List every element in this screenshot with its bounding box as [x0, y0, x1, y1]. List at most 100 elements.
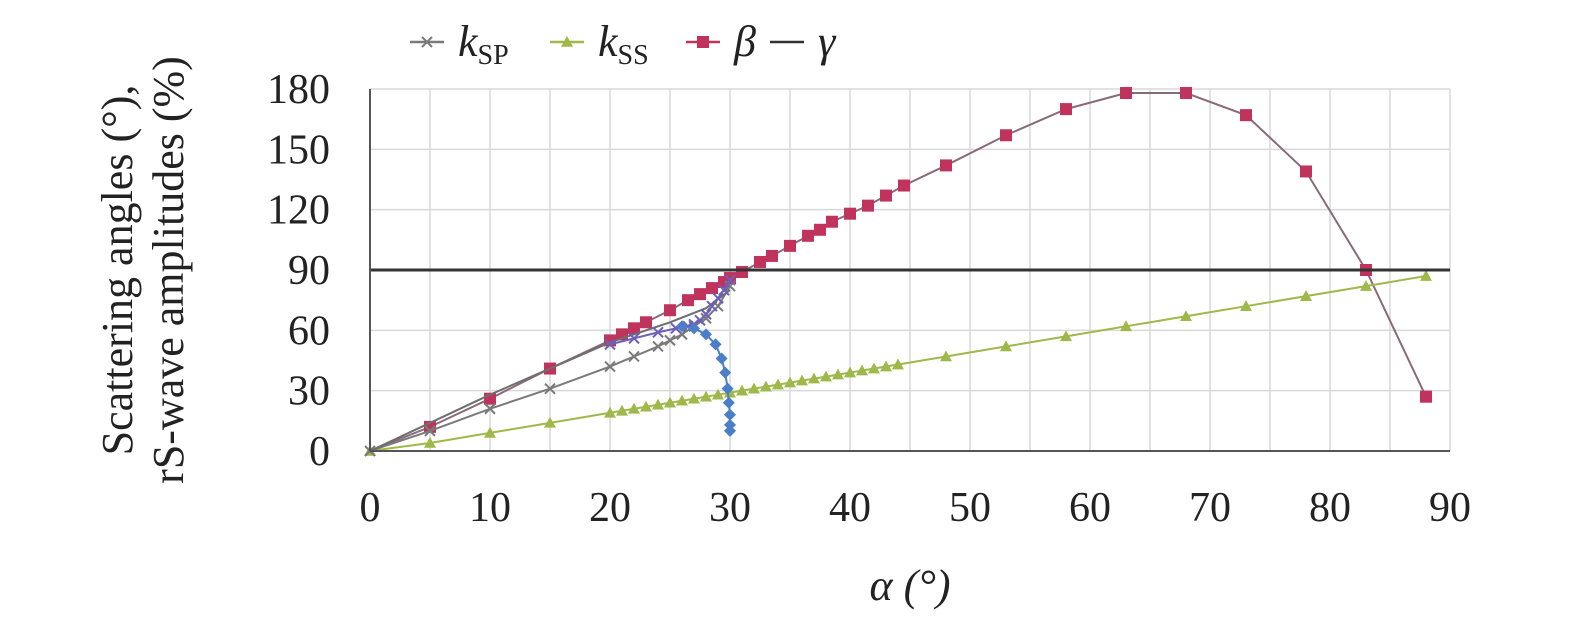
y-tick-label: 0 — [309, 429, 330, 475]
point-kss — [616, 404, 628, 416]
y-tick-label: 60 — [288, 308, 330, 354]
legend: kSP kSS β γ — [410, 17, 837, 71]
point-blue_branch — [709, 338, 722, 351]
point-kss — [1000, 340, 1012, 352]
point-ksp — [544, 382, 556, 395]
series-purple_branch — [604, 274, 736, 351]
point-beta — [814, 223, 826, 236]
point-kss — [652, 398, 664, 410]
legend-label-kss: kSS — [598, 17, 649, 71]
y-tick-label: 120 — [267, 188, 330, 234]
y-tick-labels: 0 30 60 90 120 150 180 — [267, 67, 330, 475]
point-beta — [1300, 165, 1312, 178]
point-beta — [664, 304, 676, 317]
point-kss — [808, 372, 820, 384]
x-tick-labels: 0 10 20 30 40 50 60 70 80 90 — [360, 485, 1472, 531]
point-kss — [868, 362, 880, 374]
point-kss — [1120, 320, 1132, 332]
point-blue_branch — [721, 382, 734, 395]
point-blue_branch — [688, 322, 700, 335]
point-kss — [1360, 280, 1372, 291]
x-tick-label: 80 — [1309, 485, 1351, 531]
point-blue_branch — [722, 396, 735, 409]
point-kss — [760, 380, 772, 392]
point-kss — [700, 390, 712, 402]
point-beta — [1420, 390, 1432, 403]
point-beta — [898, 179, 910, 192]
series-line-beta — [369, 92, 1427, 452]
point-kss — [892, 358, 904, 370]
point-beta — [1120, 87, 1132, 100]
point-kss — [1060, 330, 1072, 342]
point-beta — [862, 199, 874, 212]
legend-label-beta: β — [733, 17, 756, 66]
x-tick-label: 30 — [709, 485, 751, 531]
series-line-blue_branch — [681, 325, 731, 431]
point-blue_branch — [676, 320, 688, 333]
point-blue_branch — [724, 418, 736, 431]
point-kss — [748, 382, 760, 394]
point-kss — [604, 406, 616, 418]
y-tick-label: 150 — [267, 127, 330, 173]
point-kss — [796, 374, 808, 386]
point-kss — [940, 350, 952, 362]
point-kss — [676, 394, 688, 406]
point-ksp — [628, 350, 640, 363]
point-beta — [826, 215, 838, 228]
point-blue_branch — [724, 424, 736, 437]
point-beta — [754, 255, 766, 268]
y-tick-label: 180 — [267, 67, 330, 113]
x-tick-label: 10 — [469, 485, 511, 531]
legend-item-gamma: γ — [770, 17, 837, 66]
point-beta — [1180, 87, 1192, 100]
point-kss — [1420, 270, 1432, 281]
point-kss — [628, 402, 640, 414]
x-tick-label: 90 — [1429, 485, 1471, 531]
y-axis-label-line2: rS-wave amplitudes (%) — [144, 56, 193, 484]
point-kss — [1240, 300, 1252, 311]
point-ksp — [484, 403, 496, 415]
point-blue_branch — [715, 352, 728, 365]
point-purple_branch — [628, 332, 640, 345]
point-kss — [484, 426, 496, 438]
point-purple_branch — [700, 308, 712, 320]
legend-item-ksp: kSP — [410, 17, 509, 71]
point-beta — [940, 159, 952, 172]
point-kss — [784, 376, 796, 388]
point-kss — [1300, 290, 1312, 301]
point-kss — [664, 396, 676, 408]
legend-marker-kss — [561, 36, 573, 47]
x-tick-label: 50 — [949, 485, 991, 531]
point-kss — [712, 388, 724, 400]
x-tick-label: 60 — [1069, 485, 1111, 531]
point-kss — [772, 378, 784, 390]
point-kss — [736, 384, 748, 396]
legend-label-ksp: kSP — [458, 17, 509, 71]
x-tick-label: 70 — [1189, 485, 1231, 531]
point-ksp — [664, 334, 676, 347]
point-beta — [766, 249, 778, 262]
point-beta — [784, 239, 796, 252]
point-beta — [802, 229, 814, 242]
series-kss — [364, 270, 1432, 456]
series-blue_branch — [676, 320, 736, 437]
point-beta — [640, 316, 652, 329]
point-beta — [736, 266, 748, 279]
legend-item-beta: β — [686, 17, 756, 66]
point-beta — [724, 272, 736, 285]
point-kss — [844, 366, 856, 378]
legend-marker-beta — [697, 36, 709, 48]
point-kss — [1180, 310, 1192, 322]
point-beta — [706, 282, 718, 295]
x-tick-label: 0 — [360, 485, 381, 531]
point-beta — [628, 322, 640, 335]
point-ksp — [652, 340, 664, 353]
point-beta — [682, 294, 694, 307]
point-purple_branch — [718, 284, 730, 296]
point-kss — [688, 392, 700, 404]
point-purple_branch — [712, 292, 724, 304]
point-kss — [820, 370, 832, 382]
point-purple_branch — [724, 274, 736, 286]
point-beta — [844, 207, 856, 220]
